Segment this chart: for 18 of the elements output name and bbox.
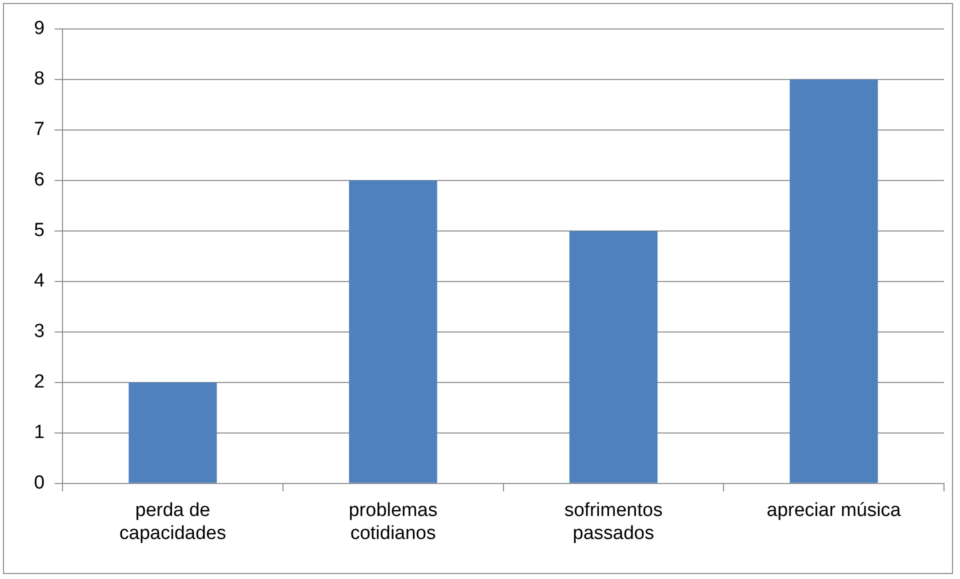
y-tick-label: 6: [34, 170, 45, 191]
x-tick-label: problemas cotidianos: [348, 500, 438, 544]
y-tick-label: 4: [34, 270, 45, 292]
y-tick-label: 1: [34, 422, 45, 444]
bar: [128, 382, 217, 483]
y-tick-label: 5: [34, 220, 45, 242]
bar: [790, 79, 878, 483]
y-tick-label: 0: [34, 472, 45, 494]
y-tick-label: 2: [34, 372, 45, 393]
y-tick-label: 3: [34, 321, 45, 342]
x-tick-label: sofrimentos passados: [564, 500, 663, 544]
x-tick-label: apreciar música: [766, 500, 902, 522]
x-tick-label: perda de capacidades: [119, 500, 226, 544]
y-tick-label: 8: [34, 68, 45, 90]
y-tick-label: 9: [34, 18, 45, 40]
bar: [569, 230, 658, 483]
bar: [349, 180, 438, 483]
y-tick-label: 7: [34, 119, 45, 140]
